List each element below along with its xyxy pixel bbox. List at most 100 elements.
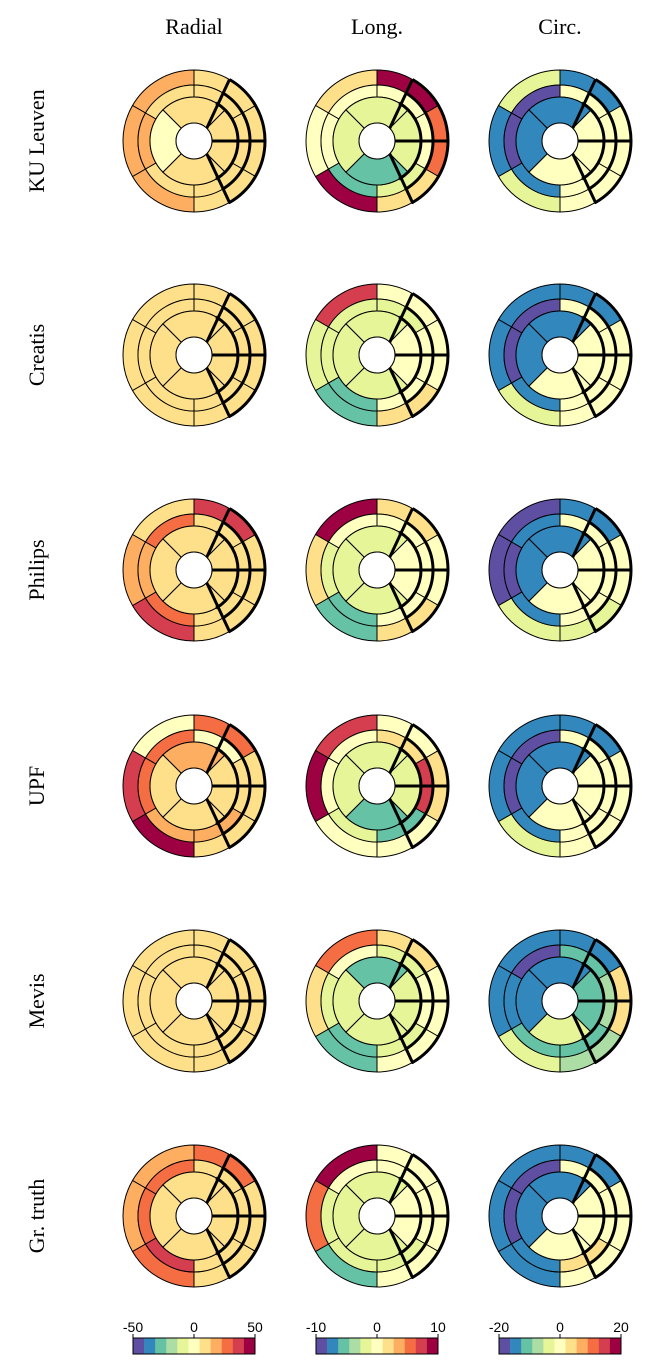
bullseye-philips-radial	[122, 498, 267, 642]
colorbar-swatch	[587, 1338, 600, 1354]
bullseye-gr-truth-circ	[488, 1144, 633, 1288]
colorbar-swatch	[199, 1338, 211, 1354]
bullseye-mevis-long	[305, 929, 450, 1073]
lateral-wall-rings	[212, 520, 252, 620]
colorbar-swatch	[532, 1338, 544, 1354]
bullseye-philips-long	[305, 498, 450, 642]
apex-center	[358, 122, 396, 160]
colorbar-swatch	[426, 1338, 439, 1354]
colorbar-swatch	[521, 1338, 533, 1354]
bullseye-ku-leuven-radial	[122, 69, 267, 213]
colorbar-swatch	[609, 1338, 622, 1354]
apex-center	[358, 551, 396, 589]
colorbar-swatch	[210, 1338, 223, 1354]
colorbar-swatch	[393, 1338, 406, 1354]
bullseye-mevis-radial	[122, 929, 267, 1073]
row-label-gr-truth: Gr. truth	[24, 1179, 49, 1254]
colorbar-radial: -50 0 50	[123, 1319, 263, 1355]
colorbar-swatch	[349, 1338, 361, 1354]
bullseye-mevis-circ	[488, 929, 633, 1073]
colorbar-swatch	[382, 1338, 394, 1354]
apex-center	[358, 1197, 396, 1235]
colorbar-circ: -20 0 20	[489, 1319, 629, 1355]
row-label-creatis: Creatis	[24, 324, 49, 386]
lateral-wall-rings	[395, 1166, 435, 1266]
lateral-wall-rings	[395, 736, 435, 836]
apex-center	[175, 551, 213, 589]
colorbar-swatch	[188, 1338, 200, 1354]
bullseye-gr-truth-long	[305, 1144, 450, 1288]
bullseye-creatis-long	[305, 283, 450, 427]
colorbar-swatch	[510, 1338, 522, 1354]
lateral-wall-rings	[578, 305, 618, 405]
lateral-wall-rings	[395, 305, 435, 405]
apex-center	[541, 551, 579, 589]
colorbar-swatch	[360, 1338, 372, 1354]
apex-center	[358, 982, 396, 1020]
apex-center	[541, 767, 579, 805]
colorbar-swatch	[598, 1338, 611, 1354]
bullseye-ku-leuven-circ	[488, 69, 633, 213]
bullseye-philips-circ	[488, 498, 633, 642]
colorbar-swatch	[404, 1338, 417, 1354]
colorbar-swatch	[499, 1338, 511, 1354]
apex-center	[541, 336, 579, 374]
row-label-ku-leuven: KU Leuven	[24, 89, 49, 192]
lateral-wall-rings	[578, 736, 618, 836]
colorbar-tick-label: 0	[373, 1319, 381, 1335]
column-label-circumferential: Circ.	[538, 14, 581, 39]
colorbar-swatch	[554, 1338, 566, 1354]
column-label-radial: Radial	[165, 14, 222, 39]
colorbar-swatch	[243, 1338, 256, 1354]
lateral-wall-rings	[395, 91, 435, 191]
column-label-longitudinal: Long.	[351, 14, 403, 39]
colorbar-tick-label: 50	[247, 1319, 263, 1335]
apex-center	[541, 1197, 579, 1235]
row-labels: KU Leuven Creatis Philips UPF Mevis Gr. …	[24, 89, 49, 1253]
colorbar-swatch	[576, 1338, 589, 1354]
colorbar-swatch	[133, 1338, 145, 1354]
colorbar-swatch	[232, 1338, 245, 1354]
colorbar-swatch	[144, 1338, 156, 1354]
colorbar-swatch	[338, 1338, 350, 1354]
row-label-philips: Philips	[24, 539, 49, 600]
lateral-wall-rings	[212, 736, 252, 836]
lateral-wall-rings	[395, 951, 435, 1051]
bullseye-upf-long	[305, 714, 450, 858]
colorbar-swatch	[316, 1338, 328, 1354]
colorbars: -50 0 50 -10 0 10 -20 0 20	[123, 1319, 629, 1355]
lateral-wall-rings	[212, 305, 252, 405]
apex-center	[541, 982, 579, 1020]
lateral-wall-rings	[395, 520, 435, 620]
bullseye-creatis-radial	[122, 283, 267, 427]
lateral-wall-rings	[578, 1166, 618, 1266]
colorbar-swatch	[166, 1338, 178, 1354]
row-label-upf: UPF	[24, 766, 49, 806]
colorbar-swatch	[327, 1338, 339, 1354]
column-labels: Radial Long. Circ.	[165, 14, 581, 39]
colorbar-tick-label: 0	[190, 1319, 198, 1335]
apex-center	[175, 982, 213, 1020]
colorbar-tick-label: -20	[489, 1319, 509, 1335]
lateral-wall-rings	[212, 1166, 252, 1266]
apex-center	[175, 336, 213, 374]
colorbar-tick-label: 10	[430, 1319, 446, 1335]
colorbar-tick-label: 0	[556, 1319, 564, 1335]
colorbar-tick-label: -10	[306, 1319, 326, 1335]
bullseye-creatis-circ	[488, 283, 633, 427]
colorbar-tick-label: -50	[123, 1319, 143, 1335]
colorbar-swatch	[543, 1338, 555, 1354]
lateral-wall-rings	[212, 951, 252, 1051]
bullseye-upf-circ	[488, 714, 633, 858]
apex-center	[175, 122, 213, 160]
colorbar-swatch	[565, 1338, 577, 1354]
bullseye-plots	[122, 69, 633, 1288]
lateral-wall-rings	[212, 91, 252, 191]
lateral-wall-rings	[578, 91, 618, 191]
lateral-wall-rings	[578, 951, 618, 1051]
apex-center	[175, 1197, 213, 1235]
colorbar-long: -10 0 10	[306, 1319, 446, 1355]
colorbar-swatch	[177, 1338, 189, 1354]
bullseye-gr-truth-radial	[122, 1144, 267, 1288]
